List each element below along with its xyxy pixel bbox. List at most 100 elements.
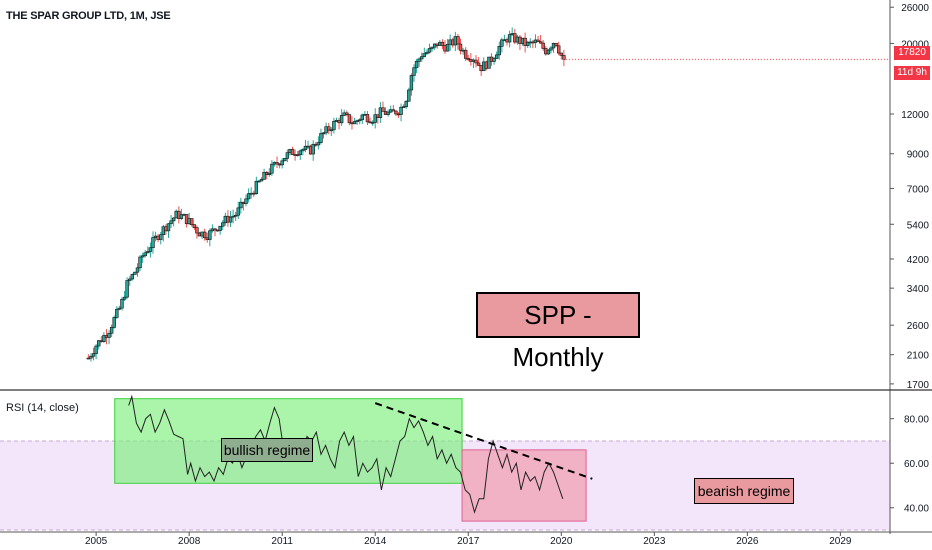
candle-body (562, 55, 566, 60)
candle-body (151, 237, 155, 249)
candle-body (360, 114, 365, 121)
candle-body (91, 353, 96, 357)
bearish-zone (461, 449, 587, 522)
candle-body (146, 251, 150, 254)
candle-body (128, 278, 132, 281)
candle-body (202, 231, 207, 239)
candle-body (316, 142, 321, 146)
candle-body (474, 59, 478, 64)
candle-body (381, 107, 385, 112)
candle-body (347, 114, 352, 124)
candle-body (394, 110, 398, 115)
candle-body (262, 171, 266, 180)
candle-body (345, 112, 349, 115)
candle-body (125, 280, 129, 298)
candle-body (135, 267, 140, 273)
candle-body (254, 180, 259, 194)
last-price-badge: 17820 (894, 46, 930, 60)
annotation-bullish[interactable]: bullish regime (221, 438, 313, 462)
candle-body (231, 215, 235, 218)
candle-body (259, 179, 264, 182)
candle-body (399, 106, 403, 115)
candle-body (476, 62, 481, 66)
candle-body (427, 48, 432, 53)
time-tick-label: 2023 (643, 536, 666, 547)
candle-body (319, 133, 323, 143)
candle-body (89, 355, 93, 359)
time-tick-label: 2014 (364, 536, 387, 547)
candle-body (417, 58, 421, 62)
candle-body (370, 122, 375, 124)
candle-body (538, 41, 543, 44)
price-tick-label: 26000 (901, 3, 929, 14)
candle-body (285, 152, 290, 159)
candle-body (332, 121, 336, 131)
price-tick-label: 4200 (907, 255, 930, 266)
candle-body (218, 225, 222, 231)
candle-body (355, 120, 359, 122)
candle-body (244, 198, 248, 204)
candle-body (143, 252, 147, 257)
annotation-title[interactable]: SPP - Monthly (476, 292, 640, 372)
candle-body (208, 230, 212, 240)
candle-body (458, 43, 463, 51)
candle-body (422, 53, 427, 57)
candle-body (280, 160, 284, 166)
price-tick-label: 2100 (907, 351, 930, 362)
rsi-pane (0, 394, 890, 531)
candle-body (236, 207, 240, 216)
candle-body (133, 271, 137, 275)
rsi-tick-label: 60.00 (904, 459, 929, 470)
candle-body (378, 107, 383, 118)
candle-body (221, 222, 225, 227)
candle-body (275, 162, 279, 165)
candle-body (507, 34, 512, 43)
time-tick-label: 2029 (829, 536, 852, 547)
candle-body (500, 39, 504, 47)
candle-body (525, 41, 530, 46)
rsi-trendline (374, 402, 593, 480)
candle-body (179, 214, 184, 219)
candle-body (352, 121, 357, 125)
candle-body (420, 56, 424, 60)
rsi-indicator-label[interactable]: RSI (14, close) (6, 402, 79, 414)
candle-body (303, 145, 308, 150)
candle-body (169, 220, 173, 225)
candle-body (159, 234, 163, 240)
price-tick-label: 3400 (907, 284, 930, 295)
candle-body (430, 46, 434, 49)
candle-body (414, 61, 419, 69)
time-tick-label: 2017 (457, 536, 480, 547)
candle-body (246, 193, 251, 200)
candle-body (554, 43, 558, 47)
candle-body (117, 307, 122, 310)
candle-body (109, 327, 114, 334)
time-tick-label: 2008 (178, 536, 201, 547)
time-tick-label: 2005 (85, 536, 108, 547)
price-tick-label: 2600 (907, 321, 930, 332)
rsi-tick-label: 80.00 (904, 415, 929, 426)
candle-body (166, 223, 171, 232)
candle-body (541, 42, 545, 49)
candle-body (365, 114, 370, 123)
candle-body (270, 163, 274, 174)
time-tick-label: 2026 (736, 536, 759, 547)
price-tick-label: 9000 (907, 150, 930, 161)
candle-body (130, 274, 135, 280)
candle-body (386, 111, 390, 115)
candle-body (445, 43, 450, 52)
candle-body (171, 217, 176, 222)
candle-body (120, 298, 124, 309)
candle-body (407, 89, 411, 102)
price-tick-label: 1700 (907, 380, 930, 391)
candle-body (559, 52, 563, 56)
time-tick-label: 2011 (271, 536, 293, 547)
candle-body (112, 317, 116, 328)
candle-body (425, 51, 429, 54)
candle-body (412, 67, 416, 76)
candle-body (290, 149, 295, 155)
candle-body (523, 37, 527, 46)
candle-body (404, 100, 408, 107)
annotation-bearish[interactable]: bearish regime (694, 478, 794, 504)
